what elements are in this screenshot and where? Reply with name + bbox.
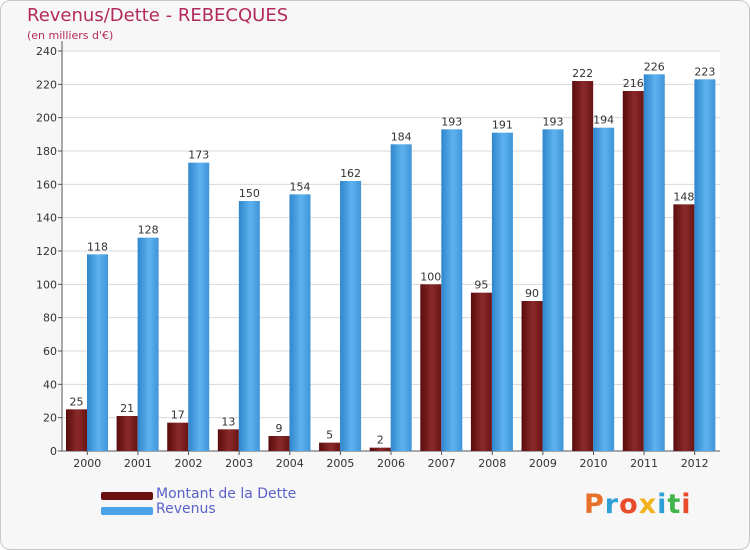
- bar-revenus: [188, 162, 210, 451]
- data-label-dette: 216: [623, 77, 644, 90]
- bar-dette: [369, 447, 391, 451]
- y-tick-label: 200: [36, 112, 57, 125]
- bar-dette: [572, 81, 594, 451]
- chart-title: Revenus/Dette - REBECQUES: [27, 5, 289, 26]
- bar-revenus: [340, 181, 362, 451]
- y-tick-label: 20: [43, 412, 57, 425]
- data-label-dette: 13: [221, 415, 235, 428]
- bar-dette: [167, 422, 189, 451]
- data-label-dette: 100: [420, 270, 441, 283]
- bar-revenus: [491, 132, 513, 451]
- y-tick-label: 220: [36, 78, 57, 91]
- bar-dette: [673, 204, 695, 451]
- bar-revenus: [137, 237, 159, 451]
- data-label-revenus: 150: [239, 187, 260, 200]
- x-tick-label: 2001: [124, 457, 152, 470]
- data-label-dette: 90: [525, 287, 539, 300]
- data-label-revenus: 128: [138, 224, 159, 237]
- y-tick-label: 60: [43, 345, 57, 358]
- bar-dette: [66, 409, 87, 451]
- y-tick-label: 240: [36, 45, 57, 58]
- bar-dette: [217, 429, 239, 451]
- data-label-dette: 95: [474, 279, 488, 292]
- x-tick-label: 2008: [478, 457, 506, 470]
- bar-dette: [470, 292, 492, 451]
- data-label-revenus: 193: [543, 115, 564, 128]
- x-tick-label: 2004: [276, 457, 304, 470]
- data-label-dette: 21: [120, 402, 134, 415]
- chart-subtitle: (en milliers d'€): [27, 29, 114, 42]
- data-label-dette: 9: [275, 422, 282, 435]
- y-tick-label: 100: [36, 278, 57, 291]
- data-label-dette: 222: [572, 67, 593, 80]
- legend-label-dette: Montant de la Dette: [156, 486, 297, 502]
- x-tick-label: 2009: [529, 457, 557, 470]
- x-tick-label: 2006: [377, 457, 405, 470]
- y-tick-label: 140: [36, 212, 57, 225]
- x-tick-label: 2003: [225, 457, 253, 470]
- logo-letter: i: [657, 489, 668, 520]
- logo-letter: x: [638, 489, 658, 520]
- proxiti-logo: Proxiti: [584, 489, 692, 520]
- data-label-dette: 25: [70, 395, 84, 408]
- legend-swatch-revenus: [101, 507, 153, 515]
- x-tick-label: 2000: [73, 457, 101, 470]
- bar-revenus: [390, 144, 412, 452]
- data-label-revenus: 154: [289, 180, 310, 193]
- bar-dette: [622, 91, 644, 451]
- data-label-dette: 5: [326, 429, 333, 442]
- data-label-revenus: 118: [87, 240, 108, 253]
- bar-revenus: [694, 79, 716, 451]
- bar-dette: [116, 416, 138, 451]
- x-tick-label: 2005: [326, 457, 354, 470]
- data-label-revenus: 223: [694, 65, 715, 78]
- data-label-revenus: 226: [644, 60, 665, 73]
- y-tick-label: 80: [43, 312, 57, 325]
- data-label-dette: 148: [673, 190, 694, 203]
- x-tick-label: 2012: [681, 457, 709, 470]
- logo-letter: P: [584, 489, 605, 520]
- x-tick-label: 2007: [428, 457, 456, 470]
- bar-dette: [268, 436, 290, 451]
- y-tick-label: 120: [36, 245, 57, 258]
- data-label-dette: 17: [171, 409, 185, 422]
- data-label-revenus: 162: [340, 167, 361, 180]
- bar-revenus: [542, 129, 564, 452]
- bar-revenus: [441, 129, 463, 452]
- bar-revenus: [289, 194, 311, 452]
- bar-revenus: [238, 201, 260, 451]
- y-tick-label: 40: [43, 378, 57, 391]
- y-tick-label: 0: [50, 445, 57, 458]
- x-tick-label: 2011: [630, 457, 658, 470]
- x-tick-label: 2010: [579, 457, 607, 470]
- data-label-dette: 2: [377, 434, 384, 447]
- data-label-revenus: 173: [188, 149, 209, 162]
- x-tick-label: 2002: [175, 457, 203, 470]
- bar-revenus: [87, 254, 108, 451]
- bar-revenus: [643, 74, 665, 451]
- logo-letter: t: [667, 489, 682, 520]
- bar-dette: [521, 301, 543, 451]
- bar-dette: [319, 442, 341, 451]
- legend-label-revenus: Revenus: [156, 501, 216, 517]
- logo-letter: r: [604, 489, 620, 520]
- logo-letter: i: [681, 489, 692, 520]
- data-label-revenus: 194: [593, 114, 614, 127]
- data-label-revenus: 184: [391, 130, 412, 143]
- legend-swatch-dette: [101, 492, 153, 500]
- bar-revenus: [593, 127, 615, 452]
- data-label-revenus: 193: [441, 115, 462, 128]
- y-tick-label: 180: [36, 145, 57, 158]
- y-tick-label: 160: [36, 178, 57, 191]
- data-label-revenus: 191: [492, 119, 513, 132]
- logo-letter: o: [619, 489, 639, 520]
- bar-dette: [420, 284, 442, 451]
